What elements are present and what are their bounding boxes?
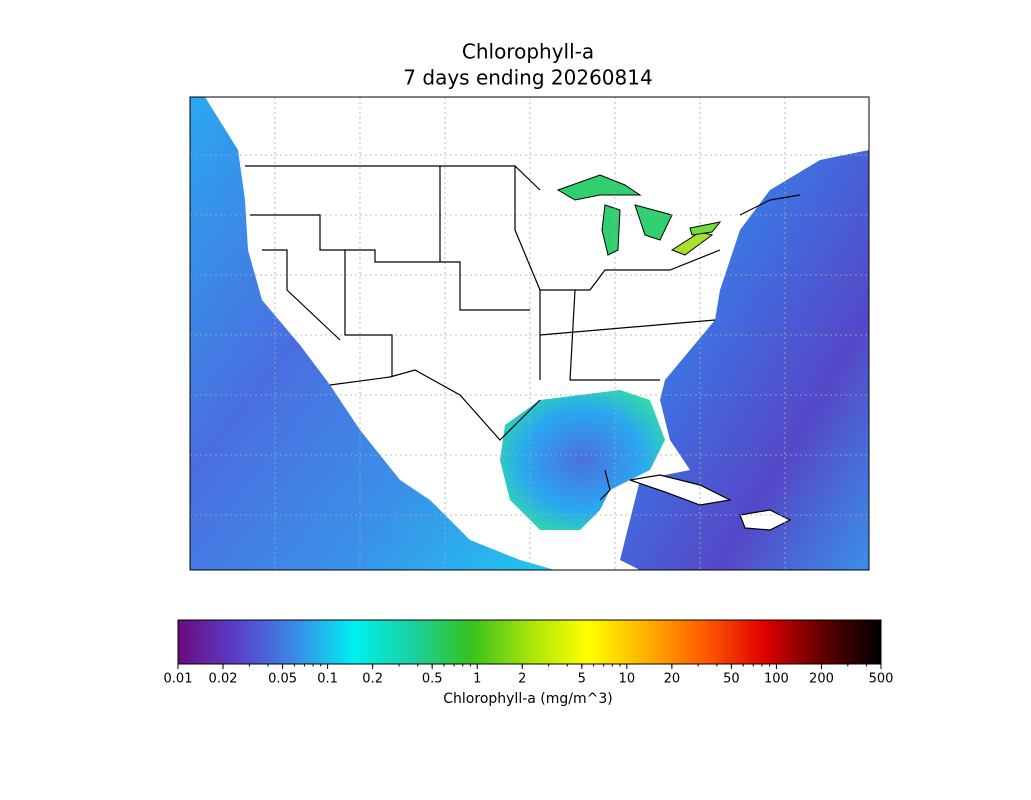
tick-label: 20 xyxy=(664,672,681,687)
colorbar: 0.01 0.02 0.05 0.1 0.2 0.5 1 2 5 10 20 50 100 200 500 xyxy=(164,619,894,687)
atlantic-ocean xyxy=(620,150,869,570)
tick-label: 0.2 xyxy=(362,672,383,687)
tick-label: 0.01 xyxy=(164,672,193,687)
tick-label: 100 xyxy=(764,672,789,687)
tick-label: 0.5 xyxy=(422,672,443,687)
tick-label: 2 xyxy=(518,672,526,687)
tick-label: 10 xyxy=(619,672,636,687)
border xyxy=(569,289,660,381)
map-title: Chlorophyll-a xyxy=(462,40,594,64)
gulf-of-mexico xyxy=(500,390,665,530)
border xyxy=(329,369,541,441)
tick-label: 1 xyxy=(473,672,481,687)
map-frame xyxy=(189,96,870,571)
border xyxy=(344,250,393,377)
colorbar-scale xyxy=(177,619,882,665)
boundaries xyxy=(245,165,801,501)
border xyxy=(540,249,721,291)
border xyxy=(599,469,611,501)
tick-label: 0.05 xyxy=(268,672,297,687)
border xyxy=(262,249,341,341)
lake-huron xyxy=(634,204,673,241)
colorbar-label: Chlorophyll-a (mg/m^3) xyxy=(443,691,612,707)
hispaniola xyxy=(739,509,792,531)
tick-label: 0.1 xyxy=(317,672,338,687)
tick-label: 50 xyxy=(723,672,740,687)
lake-michigan xyxy=(601,204,621,256)
border xyxy=(250,214,530,311)
map xyxy=(189,96,870,571)
map-subtitle: 7 days ending 20260814 xyxy=(403,66,652,90)
cuba xyxy=(629,474,732,506)
tick-label: 500 xyxy=(869,672,894,687)
tick-label: 5 xyxy=(578,672,586,687)
lake-superior xyxy=(556,174,642,201)
grid xyxy=(190,97,869,570)
border xyxy=(539,319,716,336)
border xyxy=(739,194,801,216)
lake-ontario xyxy=(689,221,722,236)
pacific-ocean xyxy=(190,97,555,570)
tick-label: 0.02 xyxy=(209,672,238,687)
lake-erie xyxy=(670,231,714,256)
tick-label: 200 xyxy=(809,672,834,687)
